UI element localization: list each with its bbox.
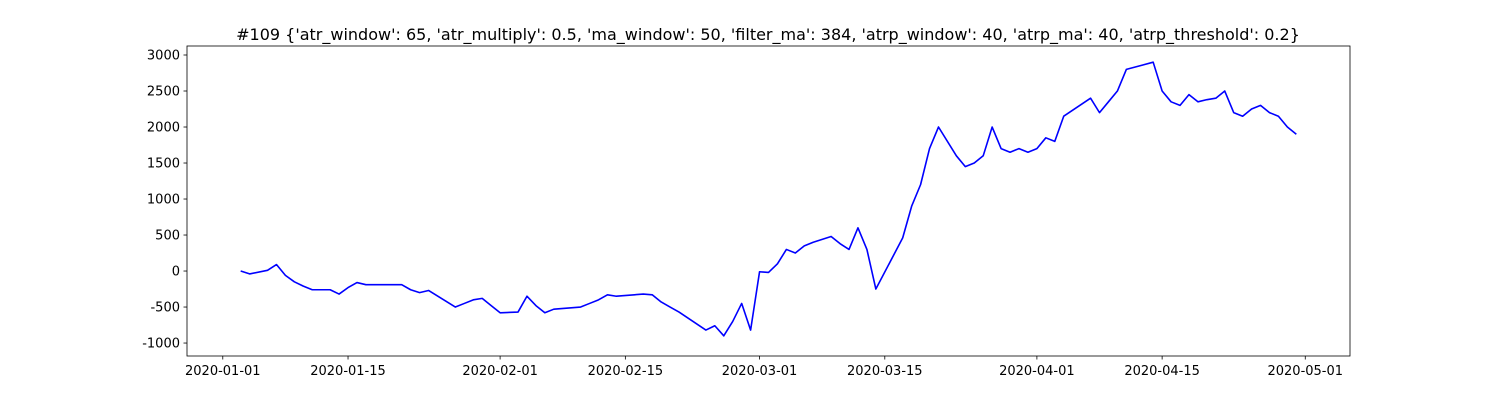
x-tick-label: 2020-03-15	[847, 364, 923, 379]
line	[240, 61, 1297, 337]
y-tick-label: -1000	[142, 337, 180, 352]
y-tick-label: 2000	[147, 121, 180, 136]
x-tick-label: 2020-04-01	[999, 364, 1075, 379]
y-tick-label: -500	[150, 301, 180, 316]
plot-frame	[186, 45, 1351, 357]
x-tick-label: 2020-05-01	[1267, 364, 1343, 379]
y-tick-label: 2500	[147, 85, 180, 100]
y-tick-label: 500	[155, 229, 180, 244]
x-tick-label: 2020-01-15	[310, 364, 386, 379]
x-tick-label: 2020-02-15	[588, 364, 664, 379]
x-tick-label: 2020-02-01	[462, 364, 538, 379]
x-tick-label: 2020-04-15	[1124, 364, 1200, 379]
y-tick-label: 1500	[147, 157, 180, 172]
y-tick-label: 1000	[147, 193, 180, 208]
x-tick-label: 2020-03-01	[722, 364, 798, 379]
y-tick-label: 0	[172, 265, 180, 280]
chart-title: #109 {'atr_window': 65, 'atr_multiply': …	[236, 25, 1300, 45]
x-tick-label: 2020-01-01	[185, 364, 261, 379]
y-tick-label: 3000	[147, 49, 180, 64]
